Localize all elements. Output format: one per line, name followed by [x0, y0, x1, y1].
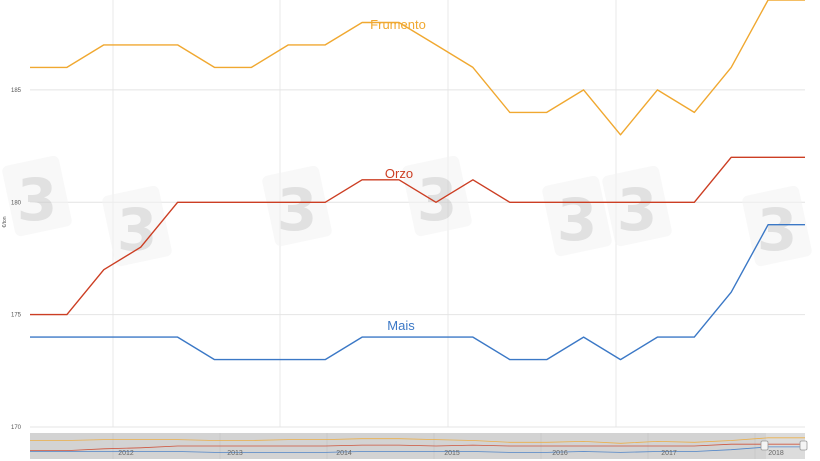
series-label-orzo: Orzo	[385, 166, 413, 181]
watermark-badge: 3	[402, 155, 472, 237]
svg-text:3: 3	[617, 176, 657, 244]
series-label-frumento: Frumento	[370, 17, 426, 32]
svg-text:3: 3	[757, 196, 797, 264]
svg-text:3: 3	[417, 166, 457, 234]
navigator-year-label: 2012	[118, 450, 134, 457]
svg-text:3: 3	[17, 166, 57, 234]
series-labels: Frumento Orzo Mais	[370, 17, 426, 333]
navigator-year-label: 2014	[336, 450, 352, 457]
navigator-year-labels: 2012 2013 2014 2015 2016 2017 2018	[118, 450, 784, 457]
svg-text:3: 3	[277, 176, 317, 244]
series-layer	[30, 0, 805, 361]
y-tick-label: 170	[11, 425, 22, 431]
navigator-series-frumento	[30, 437, 805, 444]
navigator-year-label: 2015	[444, 450, 460, 457]
watermark-badge: 3	[542, 175, 612, 257]
y-tick-label: 185	[11, 88, 22, 94]
watermark-badge: 3	[2, 155, 72, 237]
y-tick-label: 180	[11, 200, 22, 206]
svg-text:3: 3	[557, 186, 597, 254]
y-tick-label: 175	[11, 313, 22, 319]
series-label-mais: Mais	[387, 318, 415, 333]
watermark-badge: 3	[262, 165, 332, 247]
navigator-series	[30, 437, 805, 453]
navigator-series-mais	[30, 446, 805, 453]
series-line-mais	[30, 223, 805, 361]
svg-text:3: 3	[117, 196, 157, 264]
navigator-year-label: 2017	[661, 450, 677, 457]
navigator-series-orzo	[30, 443, 805, 452]
series-line-orzo	[30, 156, 805, 316]
watermark-badge: 3	[102, 185, 172, 267]
navigator-year-label: 2013	[227, 450, 243, 457]
watermark-badge: 3	[602, 165, 672, 247]
navigator-year-label: 2016	[552, 450, 568, 457]
y-axis-ticks: 170 175 180 185	[11, 88, 22, 431]
watermark-badge: 3	[742, 185, 812, 267]
navigator-left-handle[interactable]	[760, 440, 769, 451]
navigator-year-label: 2018	[768, 450, 784, 457]
range-navigator[interactable]: 2012 2013 2014 2015 2016 2017 2018	[30, 433, 808, 459]
navigator-right-handle[interactable]	[799, 440, 808, 451]
series-line-frumento	[30, 0, 805, 136]
y-axis-label: €/ton	[2, 216, 8, 227]
